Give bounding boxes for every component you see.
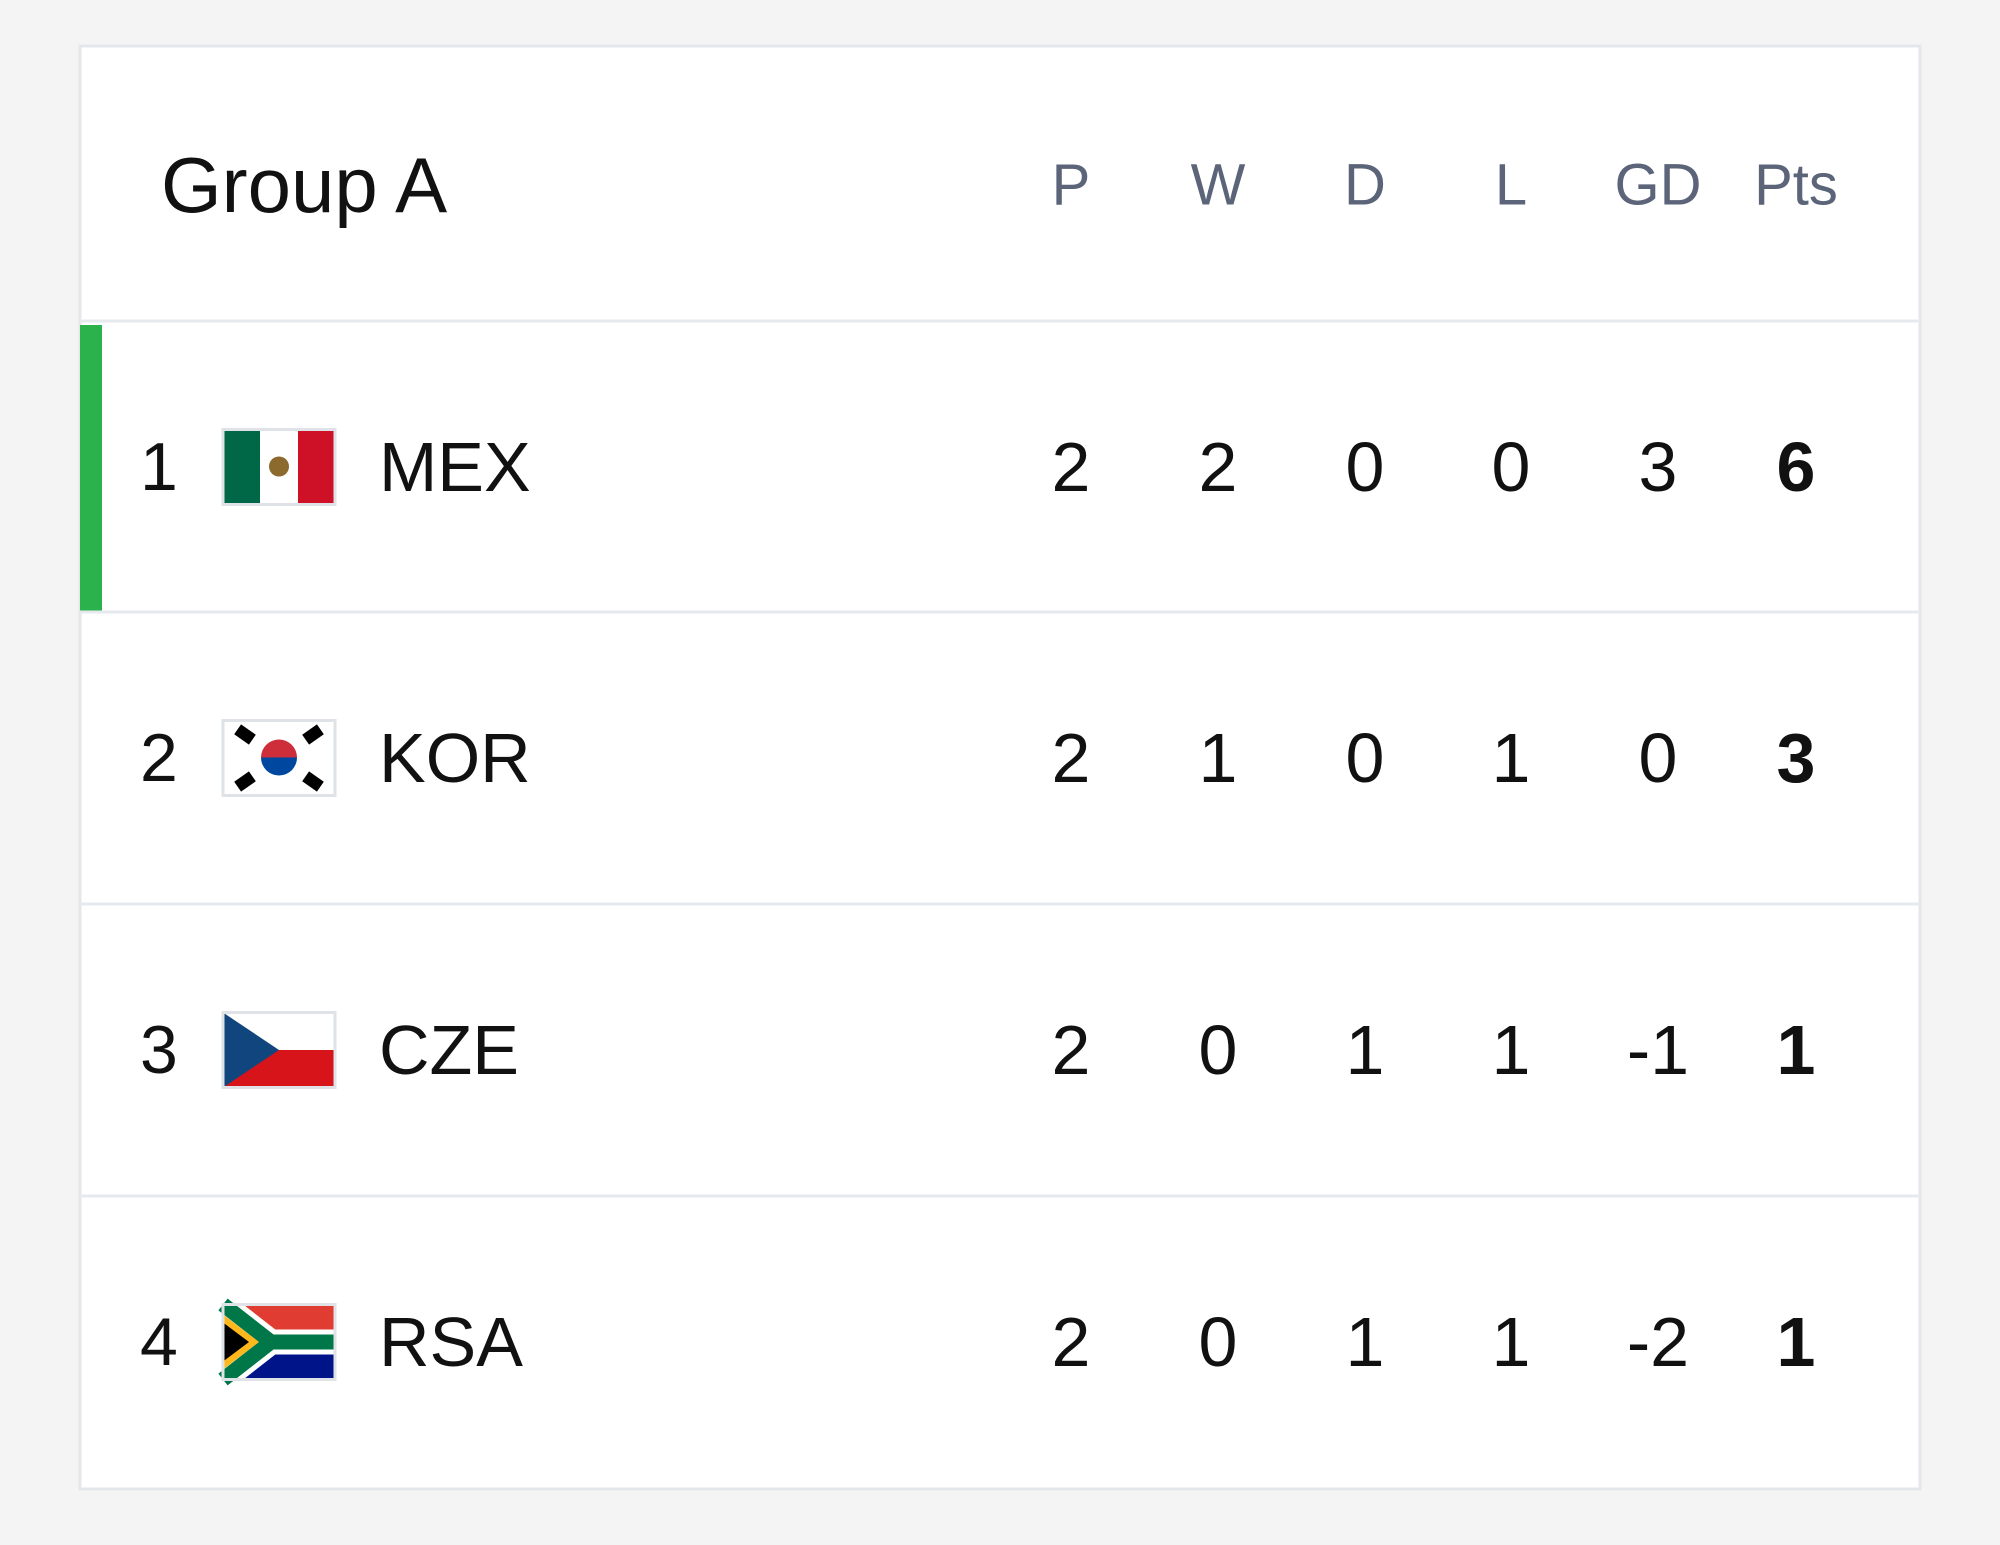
stat-l: 1 bbox=[1492, 719, 1531, 797]
flag-part bbox=[261, 757, 297, 776]
stat-l: 1 bbox=[1492, 1303, 1531, 1381]
flag-part bbox=[302, 724, 324, 745]
stat-pts: 3 bbox=[1777, 719, 1816, 797]
flag-border bbox=[221, 1011, 337, 1089]
flag-part bbox=[234, 724, 256, 745]
flag-part bbox=[269, 456, 289, 477]
flag-part bbox=[218, 1298, 335, 1386]
column-header: D bbox=[1344, 153, 1386, 218]
stat-l: 1 bbox=[1492, 1011, 1531, 1089]
team-name: CZE bbox=[379, 1011, 519, 1089]
rank: 3 bbox=[140, 1012, 178, 1088]
flag bbox=[221, 1011, 337, 1089]
flag-part bbox=[234, 771, 256, 792]
flag-part bbox=[298, 429, 335, 505]
column-header: GD bbox=[1615, 153, 1702, 218]
stat-l: 0 bbox=[1492, 428, 1531, 506]
column-header: W bbox=[1191, 153, 1246, 218]
flag-part bbox=[261, 739, 297, 758]
flag bbox=[215, 1294, 337, 1390]
stat-w: 0 bbox=[1199, 1303, 1238, 1381]
column-header: L bbox=[1495, 153, 1527, 218]
team-name: RSA bbox=[379, 1303, 523, 1381]
flag-border bbox=[221, 1303, 337, 1381]
stat-d: 0 bbox=[1346, 719, 1385, 797]
column-header: P bbox=[1052, 153, 1091, 218]
stat-pts: 6 bbox=[1777, 428, 1816, 506]
stat-p: 2 bbox=[1052, 719, 1091, 797]
stat-pts: 1 bbox=[1777, 1303, 1816, 1381]
flag-part bbox=[302, 771, 324, 792]
stat-d: 0 bbox=[1346, 428, 1385, 506]
flag-part bbox=[223, 1322, 249, 1362]
flag-part bbox=[223, 1012, 279, 1088]
stat-d: 1 bbox=[1346, 1011, 1385, 1089]
stat-w: 1 bbox=[1199, 719, 1238, 797]
group-title: Group A bbox=[161, 141, 447, 229]
stat-p: 2 bbox=[1052, 1303, 1091, 1381]
stat-d: 1 bbox=[1346, 1303, 1385, 1381]
card bbox=[78, 44, 1922, 1491]
stat-gd: 0 bbox=[1639, 719, 1678, 797]
flag-part bbox=[223, 429, 260, 505]
flag-border bbox=[221, 719, 337, 797]
rank: 4 bbox=[140, 1304, 178, 1380]
stat-gd: 3 bbox=[1639, 428, 1678, 506]
team-name: MEX bbox=[379, 428, 531, 506]
team-name: KOR bbox=[379, 719, 531, 797]
stat-gd: -1 bbox=[1627, 1011, 1689, 1089]
flag bbox=[221, 719, 337, 797]
column-header: Pts bbox=[1754, 153, 1838, 218]
rank: 2 bbox=[140, 720, 178, 796]
stat-pts: 1 bbox=[1777, 1011, 1816, 1089]
rank: 1 bbox=[140, 429, 178, 505]
stat-p: 2 bbox=[1052, 428, 1091, 506]
stat-w: 0 bbox=[1199, 1011, 1238, 1089]
stat-gd: -2 bbox=[1627, 1303, 1689, 1381]
flag-border bbox=[221, 428, 337, 506]
flag bbox=[221, 428, 337, 506]
qualification-bar bbox=[80, 325, 102, 613]
stat-w: 2 bbox=[1199, 428, 1238, 506]
stat-p: 2 bbox=[1052, 1011, 1091, 1089]
